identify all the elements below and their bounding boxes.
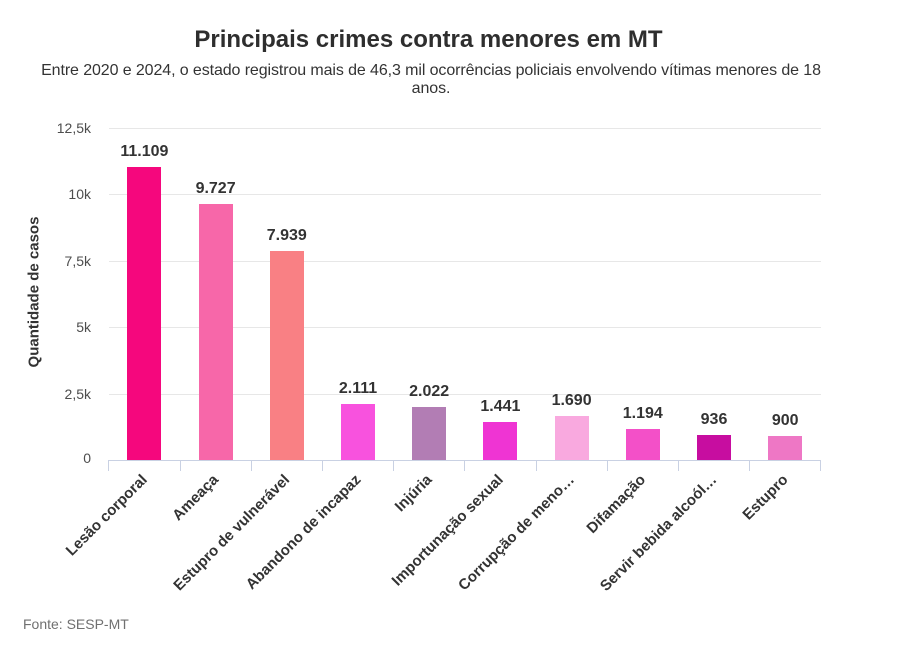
svg-text:Estupro de vulnerável: Estupro de vulnerável bbox=[170, 471, 293, 594]
svg-text:Ameaça: Ameaça bbox=[169, 471, 222, 524]
svg-text:Corrupção de meno…: Corrupção de meno… bbox=[455, 471, 578, 594]
svg-text:Estupro: Estupro bbox=[739, 471, 791, 523]
svg-text:Injúria: Injúria bbox=[392, 471, 436, 515]
svg-text:Difamação: Difamação bbox=[583, 471, 649, 537]
svg-text:Abandono de incapaz: Abandono de incapaz bbox=[243, 471, 365, 593]
svg-text:Servir bebida alcoól…: Servir bebida alcoól… bbox=[597, 471, 720, 594]
svg-text:Lesão corporal: Lesão corporal bbox=[63, 471, 151, 559]
